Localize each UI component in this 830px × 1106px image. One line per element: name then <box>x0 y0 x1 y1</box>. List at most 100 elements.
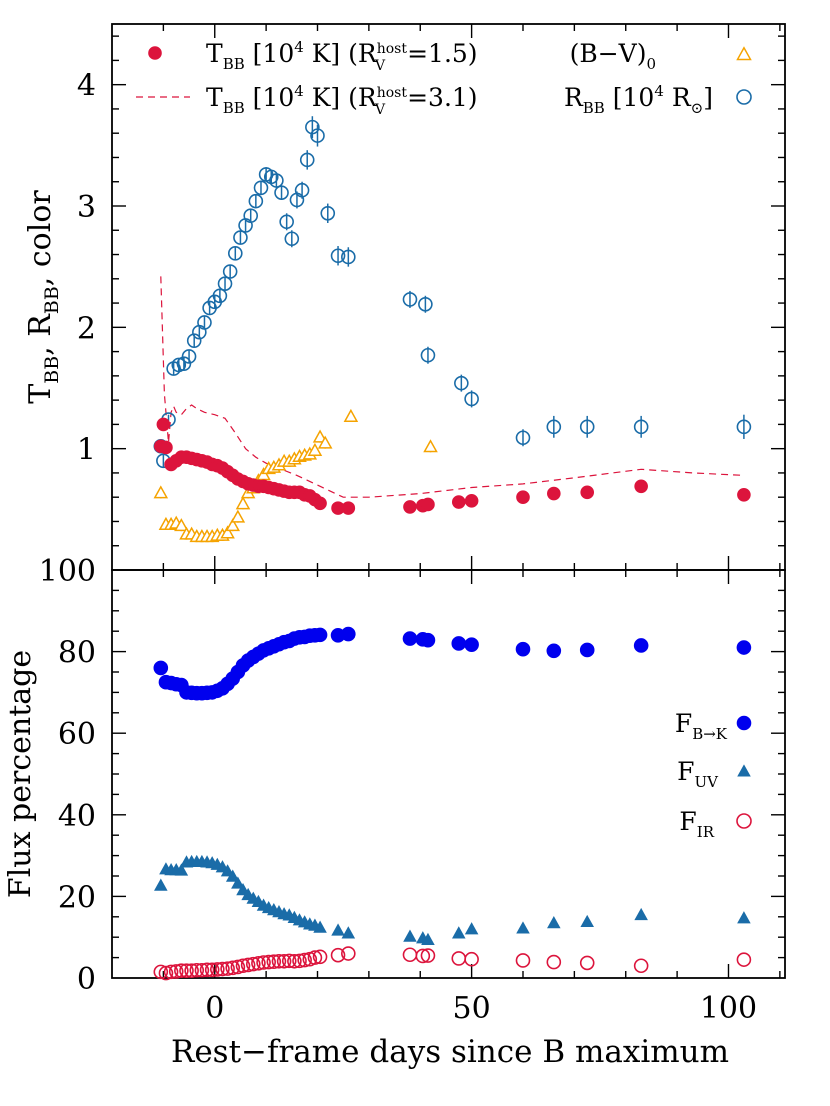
radius-point <box>736 419 752 435</box>
top-legend: TBB [104 K] (Rhost V =1.5) TBB [104 K] (Rho… <box>136 38 752 118</box>
color-point <box>423 439 438 453</box>
fir-point <box>276 953 292 969</box>
color-point <box>220 525 235 539</box>
fuv-point <box>225 869 240 882</box>
fir-point <box>174 963 189 978</box>
radius-point <box>546 419 562 435</box>
bottom-y-axis-label: Flux percentage <box>3 650 38 898</box>
fuv-point <box>737 911 751 924</box>
fir-point <box>194 962 210 978</box>
fir-point <box>240 957 256 973</box>
fbk-point <box>402 631 418 646</box>
radius-point <box>181 349 197 364</box>
fbk-point <box>736 640 752 655</box>
radius-point <box>243 208 259 224</box>
fir-point <box>153 964 169 980</box>
fir-point <box>297 952 312 968</box>
fir-point <box>235 958 251 974</box>
fuv-point <box>580 914 594 928</box>
fir-point <box>204 962 220 978</box>
radius-point <box>222 264 238 279</box>
tbb-point <box>421 497 435 512</box>
radius-point <box>279 214 294 230</box>
legend-fir-marker <box>736 813 752 829</box>
fir-point <box>215 961 230 977</box>
bottom-legend: FB→K FUV FIR <box>675 709 752 841</box>
color-point <box>153 485 169 499</box>
fir-point <box>515 953 531 968</box>
tbb-point <box>464 494 479 508</box>
tbb-point <box>580 485 595 500</box>
y-tick-label: 1 <box>77 433 96 468</box>
y-tick-label: 40 <box>58 799 96 834</box>
fir-point <box>307 950 323 965</box>
radius-point <box>299 152 315 168</box>
color-point <box>230 509 246 523</box>
fbk-point <box>341 626 356 642</box>
radius-point <box>217 276 233 291</box>
radius-point <box>253 180 269 196</box>
fir-point <box>168 964 184 979</box>
fbk-point <box>451 636 467 651</box>
fir-point <box>546 954 562 970</box>
radius-point <box>320 205 336 221</box>
fir-point <box>261 954 276 970</box>
radius-point <box>305 119 320 135</box>
fir-point <box>225 960 241 976</box>
color-point <box>343 408 359 422</box>
radius-point <box>579 419 595 435</box>
fir-point <box>451 951 467 966</box>
color-point <box>317 435 333 449</box>
fir-point <box>199 962 215 978</box>
fir-point <box>341 946 356 961</box>
tbb-rv31-line <box>160 276 744 498</box>
x-tick-label: 0 <box>205 991 224 1026</box>
x-axis-label: Rest−frame days since B maximum <box>171 1034 729 1070</box>
fir-point <box>420 948 436 963</box>
fuv-point <box>331 923 345 936</box>
x-tick-label: 100 <box>700 991 757 1026</box>
legend-fir-label: FIR <box>679 807 714 841</box>
fir-point <box>330 947 346 963</box>
fuv-point <box>220 864 235 877</box>
fuv-point <box>154 878 168 891</box>
fuv-point <box>231 876 245 889</box>
fir-point <box>281 953 297 969</box>
fir-point <box>158 965 174 981</box>
tbb-point <box>159 440 173 455</box>
color-point <box>225 518 241 532</box>
radius-point <box>212 288 228 304</box>
radius-point <box>284 231 300 247</box>
radius-point <box>515 430 531 446</box>
legend-tbb-marker <box>148 46 162 60</box>
y-tick-label: 3 <box>77 190 96 225</box>
tbb-point <box>341 501 356 515</box>
y-tick-label: 0 <box>77 962 96 997</box>
fbk-point <box>153 660 169 676</box>
fir-point <box>163 964 179 980</box>
fbk-point <box>579 642 595 658</box>
fir-point <box>464 951 479 967</box>
fir-point <box>256 955 271 970</box>
legend-radius-label: RBB [104 R⊙] <box>564 82 713 117</box>
radius-point <box>248 193 264 209</box>
tbb-point <box>403 500 417 514</box>
fir-point <box>179 963 194 978</box>
y-tick-label: 20 <box>58 880 96 915</box>
fuv-point <box>236 883 250 896</box>
legend-fuv-label: FUV <box>677 757 719 791</box>
fir-point <box>266 954 282 969</box>
bottom-panel: FB→K FUV FIR 0 20 40 60 80 100 0 50 100 Flux perc… <box>3 554 786 1070</box>
bottom-x-tick-labels: 0 50 100 <box>205 991 757 1026</box>
fir-point <box>184 963 199 978</box>
fir-point <box>210 962 225 977</box>
fuv-point <box>174 863 189 876</box>
legend-tbb-rv31-label: TBB [104 K] (Rhost V =3.1) <box>206 82 478 118</box>
y-tick-label: 80 <box>58 636 96 671</box>
legend-fbk-label: FB→K <box>675 709 728 743</box>
fbk-point <box>546 643 562 659</box>
radius-point <box>310 128 325 143</box>
legend-fuv-marker <box>737 764 751 777</box>
radius-point <box>341 249 356 265</box>
